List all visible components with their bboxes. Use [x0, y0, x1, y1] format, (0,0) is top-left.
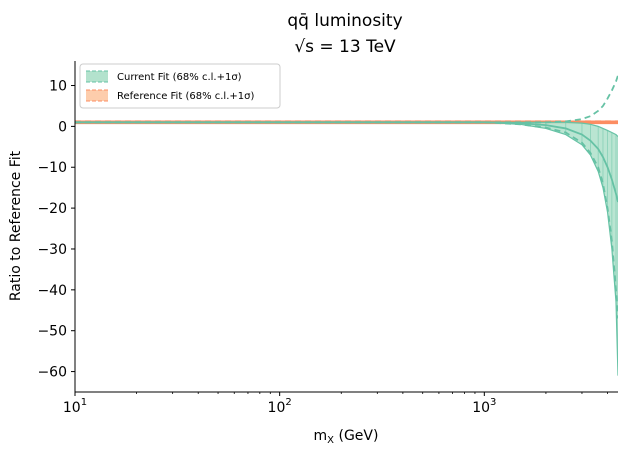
- y-tick-label: 10: [49, 79, 67, 95]
- x-ticks: 101 102 103: [63, 392, 608, 416]
- y-ticks: 10 0 −10 −20 −30 −40 −50 −60: [37, 79, 75, 381]
- current-fit-lower-edge: [75, 121, 618, 376]
- x-tick-label-base: 10: [268, 400, 286, 416]
- x-tick-label: 102: [268, 397, 292, 416]
- x-axis-label-unit: (GeV): [334, 428, 378, 444]
- legend-frame: [79, 63, 281, 109]
- x-tick-label-base: 10: [472, 400, 490, 416]
- y-tick-label: −50: [37, 324, 67, 340]
- current-fit-central-line: [75, 121, 618, 203]
- plot-area: [75, 75, 618, 376]
- current-fit-1sigma-lower: [75, 121, 618, 319]
- y-tick-label: −30: [37, 242, 67, 258]
- x-tick-label: 103: [472, 397, 496, 416]
- x-axis-label-subscript: X: [327, 435, 334, 446]
- y-tick-label: −60: [37, 365, 67, 381]
- chart-title-line2: √s = 13 TeV: [294, 37, 396, 57]
- legend-swatch-current-fit: [86, 71, 108, 82]
- x-tick-label-exponent: 1: [81, 397, 87, 408]
- current-fit-band: [75, 122, 618, 376]
- x-tick-label-exponent: 2: [285, 397, 291, 408]
- y-tick-label: −20: [37, 201, 67, 217]
- legend-swatch-reference-fit: [86, 90, 108, 101]
- chart-title-line1: qq̄ luminosity: [287, 11, 402, 31]
- y-tick-label: −10: [37, 160, 67, 176]
- x-tick-label-exponent: 3: [490, 397, 496, 408]
- x-axis-label: mX (GeV): [314, 428, 379, 446]
- x-tick-label: 101: [63, 397, 87, 416]
- x-tick-label-base: 10: [63, 400, 81, 416]
- legend-label-reference-fit: Reference Fit (68% c.l.+1σ): [117, 91, 254, 102]
- y-tick-label: 0: [58, 119, 67, 135]
- legend: Current Fit (68% c.l.+1σ) Reference Fit …: [79, 63, 281, 109]
- y-tick-label: −40: [37, 283, 67, 299]
- legend-label-current-fit: Current Fit (68% c.l.+1σ): [117, 72, 242, 83]
- y-axis-label: Ratio to Reference Fit: [8, 150, 24, 301]
